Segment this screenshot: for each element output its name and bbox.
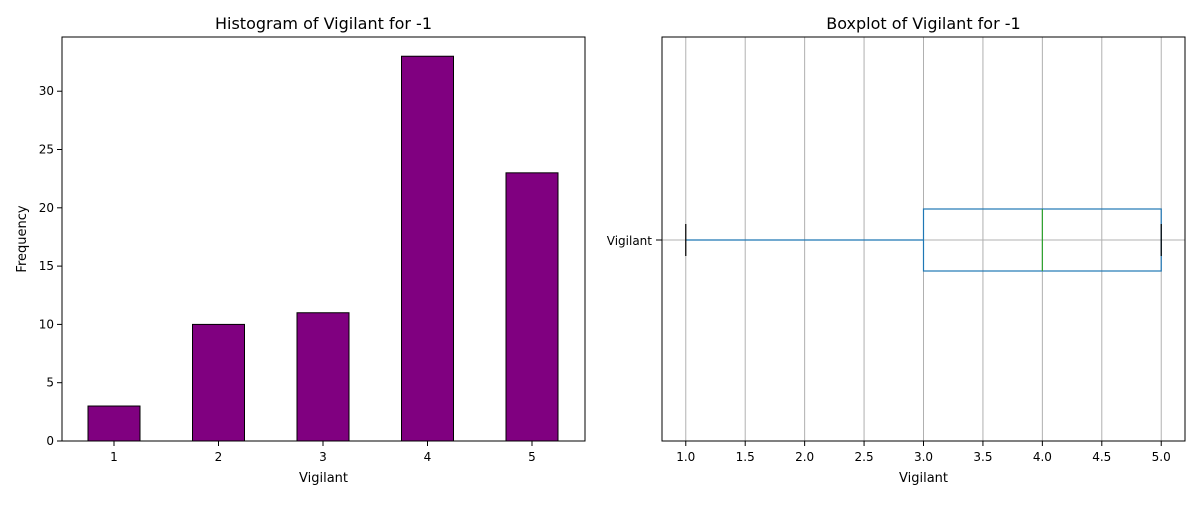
boxplot-panel: Boxplot of Vigilant for -1 1.0 1.5 2.0 2.5 3… [607,14,1186,486]
histogram-x-label: Vigilant [299,471,348,486]
histogram-y-tick-label: 30 [39,84,54,98]
histogram-x-tick-label: 3 [319,450,327,464]
histogram-bar [401,55,454,442]
histogram-bar [505,172,559,442]
histogram-panel: Histogram of Vigilant for -1 05101520253… [15,14,586,486]
histogram-y-tick-label: 0 [46,434,54,448]
histogram-bar [192,323,245,442]
boxplot-x-tick-label: 1.5 [736,450,755,464]
histogram-x-tick-label: 2 [215,450,223,464]
histogram-y-tick-label: 25 [39,143,54,157]
histogram-bar [296,312,350,442]
histogram-y-tick-label: 20 [39,201,54,215]
histogram-bars [87,55,559,442]
histogram-x-tick-label: 5 [528,450,536,464]
boxplot-x-tick-label: 2.0 [795,450,814,464]
histogram-x-ticks: 1 2 3 4 5 [110,441,536,464]
boxplot-category-label: Vigilant [607,234,653,248]
histogram-title: Histogram of Vigilant for -1 [215,14,432,33]
boxplot-x-tick-label: 3.5 [973,450,992,464]
histogram-y-ticks: 0 5 10 15 20 25 30 [39,84,62,448]
boxplot-x-tick-label: 1.0 [676,450,695,464]
histogram-x-tick-label: 4 [424,450,432,464]
boxplot-x-ticks: 1.0 1.5 2.0 2.5 3.0 3.5 4.0 4.5 5.0 [676,441,1171,464]
histogram-bar [87,405,141,442]
boxplot-x-tick-label: 4.5 [1092,450,1111,464]
histogram-y-tick-label: 5 [46,376,54,390]
boxplot-x-tick-label: 3.0 [914,450,933,464]
boxplot-marks [685,208,1162,272]
histogram-x-tick-label: 1 [110,450,118,464]
boxplot-axes-frame [661,36,1186,442]
boxplot-x-label: Vigilant [899,471,948,486]
histogram-y-tick-label: 15 [39,259,54,273]
histogram-y-tick-label: 10 [39,317,54,331]
boxplot-title: Boxplot of Vigilant for -1 [826,14,1020,33]
boxplot-x-tick-label: 4.0 [1033,450,1052,464]
histogram-y-label: Frequency [15,205,30,272]
boxplot-x-tick-label: 2.5 [855,450,874,464]
boxplot-x-tick-label: 5.0 [1152,450,1171,464]
histogram-axes-frame [61,36,586,442]
